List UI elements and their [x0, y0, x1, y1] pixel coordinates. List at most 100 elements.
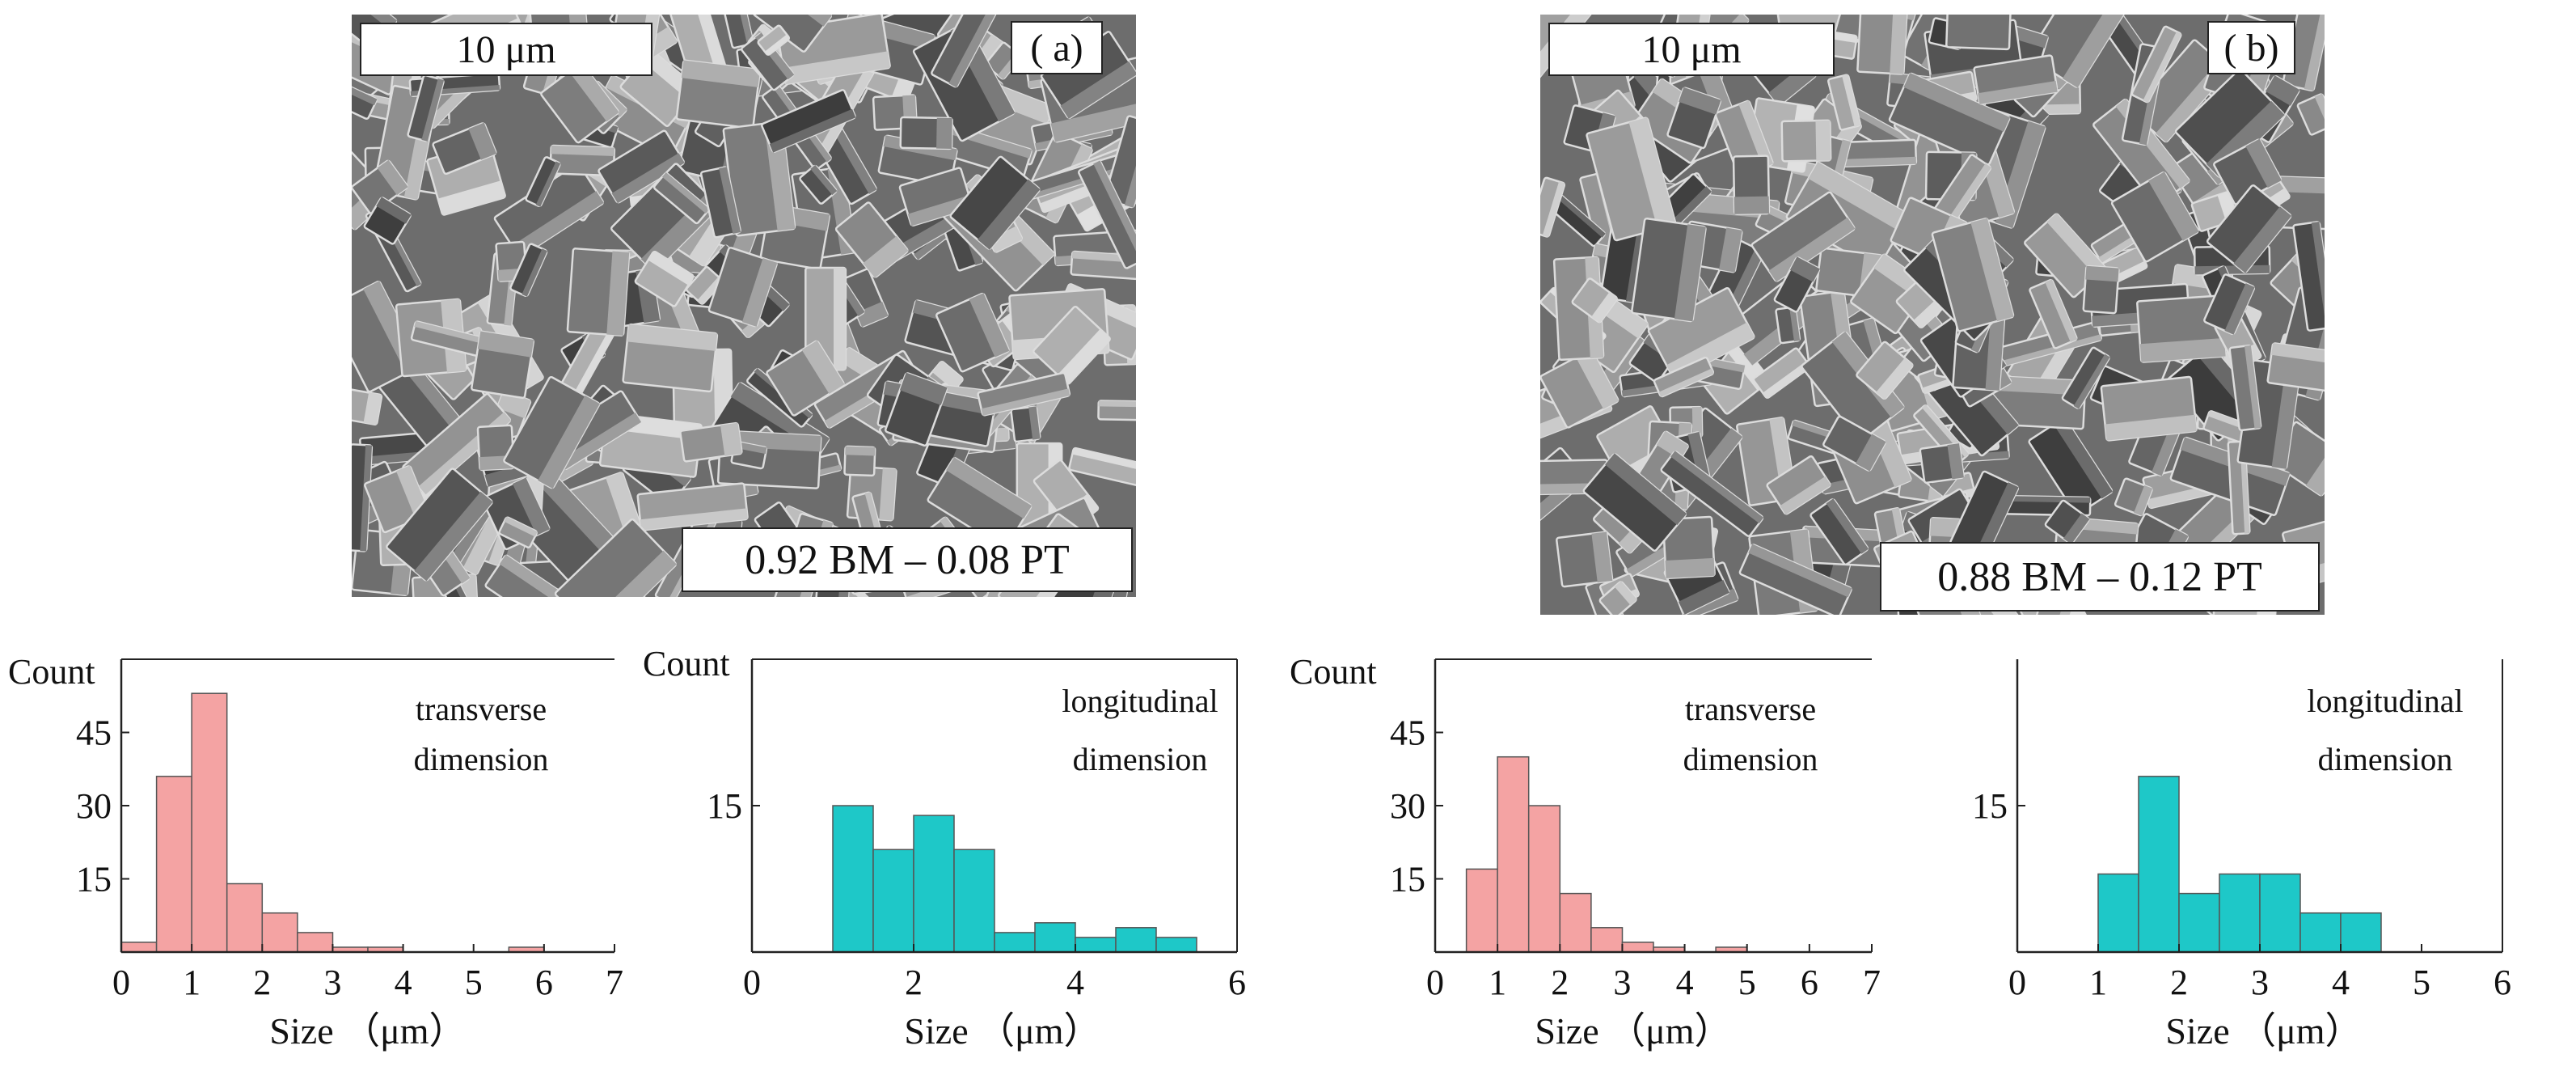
series-annotation: dimension — [2318, 741, 2453, 777]
crystal-grain — [2296, 93, 2325, 136]
crystal-grain — [834, 201, 909, 278]
histogram-bar — [261, 912, 298, 953]
x-tick-label: 6 — [535, 963, 553, 1002]
crystal-grain — [1856, 15, 1909, 75]
x-tick-label: 5 — [465, 963, 483, 1002]
crystal-grain — [352, 85, 378, 120]
crystal-grain — [927, 457, 1033, 549]
histogram-b-longitudinal: 0 1 2 3 4 5 6 15 Size （μm） longitudinal dimension — [1972, 659, 2511, 1052]
crystal-grain — [652, 172, 710, 225]
histogram-bar — [2219, 873, 2261, 953]
crystal-grain — [352, 443, 374, 552]
crystal-grain — [766, 340, 845, 417]
crystal-grain — [1973, 54, 2059, 105]
crystal-grain — [707, 247, 778, 328]
crystal-grain — [554, 518, 677, 597]
y-tick-label: 15 — [707, 786, 742, 826]
crystal-grain — [1766, 455, 1831, 515]
crystal-grain — [1773, 256, 1821, 313]
crystal-grain — [432, 122, 497, 176]
sem-image-b: 10 μm ( b) 0.88 BM – 0.12 PT — [1540, 15, 2325, 615]
x-tick-label: 1 — [1489, 963, 1506, 1002]
x-tick-label: 3 — [323, 963, 341, 1002]
crystal-grain — [622, 323, 719, 393]
x-tick-label: 7 — [1863, 963, 1881, 1002]
crystal-grain — [386, 468, 493, 582]
x-tick-label: 0 — [743, 963, 761, 1002]
crystal-grain — [2266, 342, 2325, 399]
panel-label-a: ( a) — [1011, 21, 1103, 74]
x-tick-label: 6 — [2494, 963, 2511, 1002]
series-annotation: dimension — [1073, 741, 1208, 777]
crystal-grain — [549, 144, 616, 177]
histogram-bar — [953, 849, 995, 953]
y-tick-label: 45 — [76, 713, 112, 753]
crystal-grain — [1631, 218, 1707, 323]
histogram-bar — [994, 932, 1036, 953]
histogram-bar — [1527, 805, 1561, 953]
y-axis-label: Count — [8, 652, 95, 692]
histogram-bar — [2097, 873, 2139, 953]
crystal-grain — [1010, 405, 1041, 443]
x-tick-label: 1 — [183, 963, 201, 1002]
crystal-grain — [2206, 184, 2292, 273]
histogram-bar — [1497, 756, 1530, 953]
crystal-grain — [799, 164, 838, 205]
crystal-grain — [949, 155, 1041, 250]
histogram-bar — [2259, 873, 2301, 953]
crystal-grain — [566, 248, 631, 336]
crystal-grain — [2136, 294, 2227, 363]
series-annotation: dimension — [1683, 741, 1818, 777]
crystal-grain — [2082, 265, 2120, 315]
composition-label-a: 0.92 BM – 0.08 PT — [682, 527, 1133, 592]
x-tick-label: 7 — [606, 963, 623, 1002]
series-annotation: transverse — [1685, 691, 1816, 727]
x-tick-label: 0 — [112, 963, 130, 1002]
crystal-grain — [498, 516, 538, 548]
histogram-bar — [226, 882, 264, 953]
crystal-grain — [757, 24, 790, 56]
histogram-bar — [2299, 912, 2342, 953]
crystal-grain — [2029, 279, 2078, 349]
crystal-grain — [1556, 531, 1614, 588]
x-tick-label: 4 — [1676, 963, 1694, 1002]
x-axis-label: Size （μm） — [1535, 1010, 1731, 1052]
crystal-grain — [1068, 447, 1136, 494]
composition-label-b: 0.88 BM – 0.12 PT — [1880, 542, 2320, 612]
crystal-grain — [509, 243, 548, 298]
sem-image-a: 10 μm ( a) 0.92 BM – 0.08 PT — [352, 15, 1136, 597]
histogram-bar — [913, 815, 955, 953]
x-tick-label: 2 — [2170, 963, 2188, 1002]
scale-bar-label-b: 10 μm — [1548, 23, 1835, 76]
crystal-grain — [1666, 87, 1721, 150]
crystal-grain — [363, 197, 412, 245]
crystal-grain — [471, 330, 535, 400]
crystal-grain — [2228, 344, 2262, 432]
crystal-grain — [1750, 191, 1856, 282]
crystal-grain — [2044, 499, 2090, 544]
series-annotation: longitudinal — [1062, 683, 1218, 719]
series-annotation: dimension — [414, 741, 549, 777]
crystal-grain — [2028, 417, 2114, 515]
histogram-bar — [1621, 942, 1654, 953]
x-tick-label: 2 — [1551, 963, 1569, 1002]
crystal-grain — [1810, 498, 1869, 565]
crystal-grain — [598, 129, 685, 204]
crystal-grain — [1945, 15, 2012, 51]
crystal-grain — [1582, 453, 1687, 552]
histogram-bar — [1075, 937, 1117, 953]
histogram-bar — [2138, 776, 2180, 953]
x-tick-label: 3 — [2251, 963, 2269, 1002]
crystal-grain — [1931, 218, 2015, 332]
y-tick-label: 45 — [1390, 713, 1425, 753]
histogram-bar — [120, 942, 158, 953]
crystal-grain — [540, 62, 619, 144]
x-tick-label: 0 — [1426, 963, 1444, 1002]
scale-bar-label-a: 10 μm — [360, 23, 652, 76]
histogram-bar — [1034, 922, 1076, 953]
series-annotation: longitudinal — [2307, 683, 2463, 719]
y-tick-label: 15 — [76, 860, 112, 899]
crystal-grain — [1775, 306, 1801, 345]
